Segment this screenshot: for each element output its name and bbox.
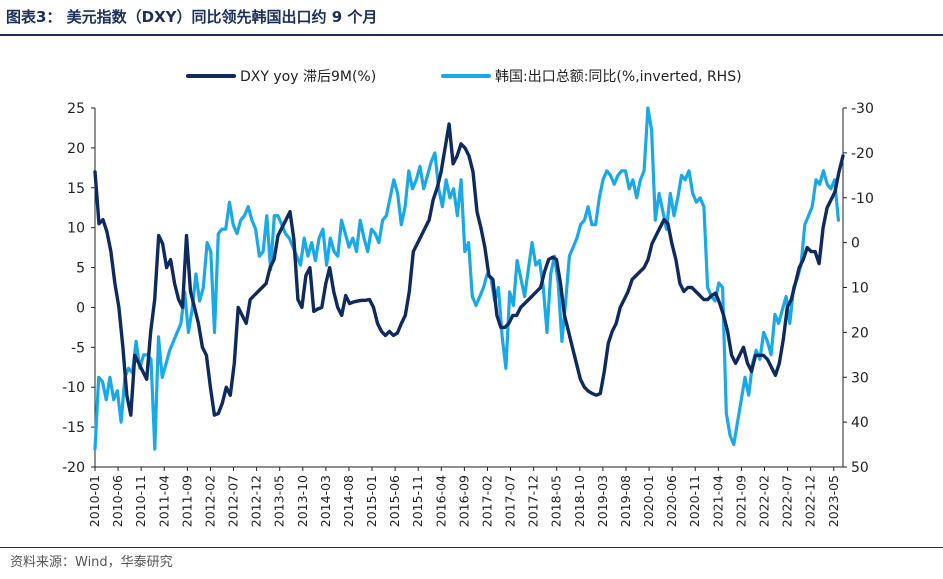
x-tick-label: 2021-09 [733,475,748,527]
x-tick-label: 2014-08 [341,475,356,527]
left-tick-label: 5 [76,261,85,277]
legend-label: DXY yoy 滞后9M(%) [240,69,376,85]
x-tick-label: 2013-10 [295,475,310,527]
x-tick-label: 2022-07 [780,475,795,527]
x-tick-label: 2018-10 [572,475,587,527]
x-tick-label: 2022-12 [803,475,818,527]
left-tick-label: -15 [62,420,85,436]
x-tick-label: 2018-05 [549,475,564,527]
chart-canvas: DXY yoy 滞后9M(%) 韩国:出口总额:同比(%,inverted, RH… [62,69,874,527]
series-line-korea-export [93,106,840,451]
x-tick-label: 2017-02 [479,475,494,527]
right-tick-label: 40 [851,415,869,431]
x-tick-label: 2011-04 [156,475,171,527]
right-tick-label: 50 [851,460,869,476]
right-tick-label: -30 [851,101,874,117]
x-tick-label: 2014-03 [318,475,333,527]
x-tick-label: 2017-07 [503,475,518,527]
left-tick-label: -20 [62,460,85,476]
x-tick-label: 2015-11 [410,475,425,527]
left-tick-label: -5 [71,340,85,356]
x-tick-label: 2021-04 [710,475,725,527]
left-tick-label: 10 [67,221,85,237]
footer-divider [0,547,943,548]
x-tick-label: 2023-05 [826,475,841,527]
legend-label: 韩国:出口总额:同比(%,inverted, RHS) [495,69,742,85]
left-tick-label: -10 [62,380,85,396]
right-tick-label: -10 [851,191,874,207]
series-line-dxy [93,122,845,417]
chart-title: 图表3： 美元指数（DXY）同比领先韩国出口约 9 个月 [6,8,378,26]
x-tick-label: 2015-06 [387,475,402,527]
x-tick-label: 2020-06 [664,475,679,527]
left-tick-label: 15 [67,181,85,197]
right-tick-label: 30 [851,370,869,386]
axes: 2520151050-5-10-15-20-30-20-100102030405… [62,101,874,527]
x-tick-label: 2019-08 [618,475,633,527]
right-tick-label: 0 [851,236,860,252]
series-lines [93,106,845,451]
x-tick-label: 2012-12 [249,475,264,527]
x-tick-label: 2016-04 [433,475,448,527]
x-tick-label: 2019-03 [595,475,610,527]
x-tick-label: 2015-01 [364,475,379,527]
x-tick-label: 2020-11 [687,475,702,527]
x-tick-label: 2013-05 [272,475,287,527]
right-tick-label: -20 [851,146,874,162]
title-divider [0,34,943,36]
x-tick-label: 2016-09 [456,475,471,527]
source-note: 资料来源：Wind，华泰研究 [10,555,173,570]
x-tick-label: 2010-06 [110,475,125,527]
legend: DXY yoy 滞后9M(%) 韩国:出口总额:同比(%,inverted, RH… [186,69,742,85]
right-tick-label: 10 [851,281,869,297]
x-tick-label: 2022-02 [757,475,772,527]
left-tick-label: 20 [67,141,85,157]
right-tick-label: 20 [851,325,869,341]
x-tick-label: 2017-12 [526,475,541,527]
x-tick-label: 2011-09 [179,475,194,527]
left-tick-label: 0 [76,300,85,316]
left-tick-label: 25 [67,101,85,117]
x-tick-label: 2020-01 [641,475,656,527]
x-tick-label: 2012-02 [202,475,217,527]
x-tick-label: 2012-07 [226,475,241,527]
x-tick-label: 2010-11 [133,475,148,527]
x-tick-label: 2010-01 [87,475,102,527]
